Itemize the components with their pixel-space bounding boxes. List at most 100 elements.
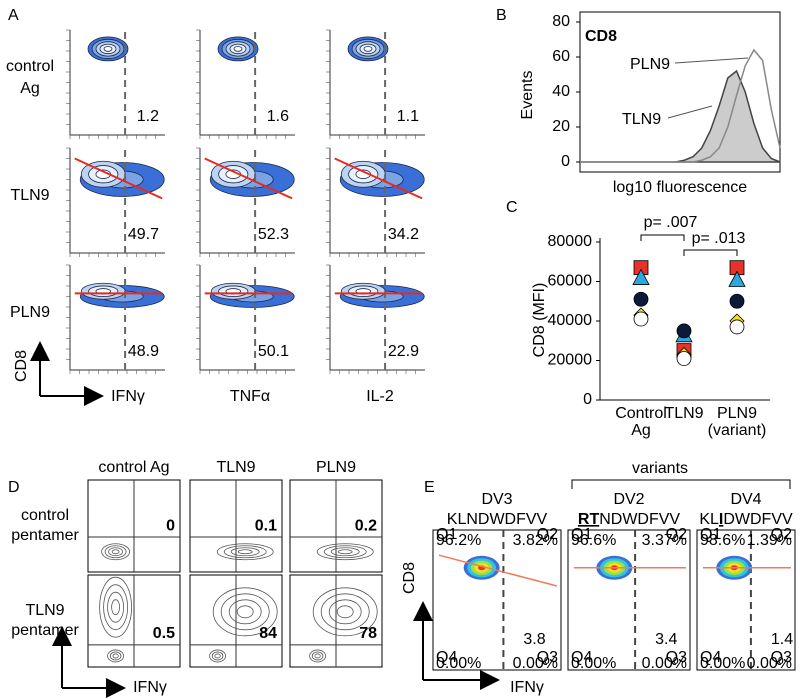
quadrant-label: Q2 xyxy=(537,526,558,543)
quadrant-label: 0.00% xyxy=(642,655,687,672)
quadrant-label: 0.00% xyxy=(436,655,481,672)
contour xyxy=(99,576,132,638)
trend-line xyxy=(74,157,163,200)
data-point xyxy=(633,311,649,327)
percent-label: 0.5 xyxy=(153,625,175,642)
percent-label: 50.1 xyxy=(258,343,289,360)
axis-label: CD8 xyxy=(401,562,418,594)
percent-label: 78 xyxy=(359,625,377,642)
percent-label: 48.9 xyxy=(128,343,159,360)
percent-label: 1.4 xyxy=(771,631,793,648)
contour xyxy=(112,653,119,659)
contour xyxy=(103,46,113,52)
quadrant-label: Q1 xyxy=(436,526,457,543)
column-label: IFNγ xyxy=(111,388,145,405)
percent-label: 84 xyxy=(259,625,277,642)
contour xyxy=(237,549,253,555)
quadrant-label: 3.82% xyxy=(513,532,558,549)
quadrant-label: Q1 xyxy=(571,526,592,543)
axis-label: Events xyxy=(519,71,536,120)
contour xyxy=(104,545,127,559)
contour xyxy=(109,651,122,661)
quadrant-label: 0.00% xyxy=(513,655,558,672)
contour xyxy=(103,584,128,631)
sequence-part: NDWDFVV xyxy=(599,511,680,528)
percent-label: 3.4 xyxy=(655,631,677,648)
quadrant-label: 0.00% xyxy=(747,655,792,672)
panel-label: E xyxy=(424,479,435,496)
axis-label: IFNγ xyxy=(510,679,544,696)
quadrant-label: Q2 xyxy=(666,526,687,543)
significance-bracket xyxy=(640,234,685,241)
plot-frame xyxy=(696,529,796,671)
panel-label: A xyxy=(8,7,19,24)
percent-label: 22.9 xyxy=(388,343,419,360)
panel-label: D xyxy=(8,479,20,496)
contour xyxy=(107,591,124,623)
row-label: PLN9 xyxy=(10,304,50,321)
quadrant-label: Q3 xyxy=(666,649,687,666)
row-label: Ag xyxy=(20,80,40,97)
data-point xyxy=(728,270,746,287)
contour xyxy=(323,545,367,559)
row-label: TLN9 xyxy=(25,602,64,619)
sequence-part: I xyxy=(719,511,723,528)
contour xyxy=(101,543,130,561)
p-value: p= .007 xyxy=(644,214,698,231)
contour xyxy=(214,653,221,659)
axis-label: log10 fluorescence xyxy=(613,179,747,196)
group-label: variants xyxy=(632,460,688,477)
contour xyxy=(236,605,254,619)
plot-frame xyxy=(567,529,691,671)
contour xyxy=(337,549,353,555)
contour xyxy=(336,605,354,619)
y-tick-label: 60000 xyxy=(548,273,593,290)
y-tick-label: 80000 xyxy=(548,233,593,250)
variant-name: DV2 xyxy=(613,491,644,508)
contour xyxy=(216,543,274,561)
data-point xyxy=(676,323,692,339)
quadrant-label: Q4 xyxy=(700,649,721,666)
quadrant-label: Q3 xyxy=(771,649,792,666)
y-tick-label: 60 xyxy=(552,48,570,65)
contour xyxy=(320,593,370,631)
contour xyxy=(209,649,227,663)
contour xyxy=(108,547,123,557)
series-label: PLN9 xyxy=(630,56,670,73)
data-point xyxy=(633,291,649,307)
percent-label: 1.1 xyxy=(397,108,419,125)
column-label: IL-2 xyxy=(366,388,394,405)
row-label: control xyxy=(6,58,54,75)
sequence-part: KL xyxy=(699,511,719,528)
column-label: TLN9 xyxy=(216,459,255,476)
contour xyxy=(328,599,362,625)
column-label: TNFα xyxy=(230,388,270,405)
sequence-part: DWDFVV xyxy=(723,511,793,528)
x-tick-label: (variant) xyxy=(708,422,767,439)
y-tick-label: 40000 xyxy=(548,312,593,329)
y-tick-label: 40 xyxy=(552,83,570,100)
contour xyxy=(311,651,324,661)
percent-label: 49.7 xyxy=(128,226,159,243)
quadrant-label: 3.37% xyxy=(642,532,687,549)
data-point xyxy=(729,293,745,309)
percent-label: 34.2 xyxy=(388,226,419,243)
quadrant-label: 96.2% xyxy=(436,532,481,549)
x-tick-label: Control xyxy=(615,405,667,422)
contour xyxy=(314,653,321,659)
contour xyxy=(230,547,260,557)
panel-label: C xyxy=(506,199,518,216)
series-label: TLN9 xyxy=(622,111,661,128)
trend-line xyxy=(204,157,293,200)
contour xyxy=(363,46,373,52)
sequence: RTNDWDFVV xyxy=(578,511,681,528)
column-label: PLN9 xyxy=(316,459,356,476)
x-tick-label: Ag xyxy=(631,422,651,439)
quadrant-label: 1.39% xyxy=(747,532,792,549)
row-label: control xyxy=(21,507,69,524)
contour xyxy=(111,549,120,555)
y-tick-label: 0 xyxy=(583,391,592,408)
contour xyxy=(223,545,267,559)
row-label: pentamer xyxy=(11,622,79,639)
y-tick-label: 20 xyxy=(552,118,570,135)
